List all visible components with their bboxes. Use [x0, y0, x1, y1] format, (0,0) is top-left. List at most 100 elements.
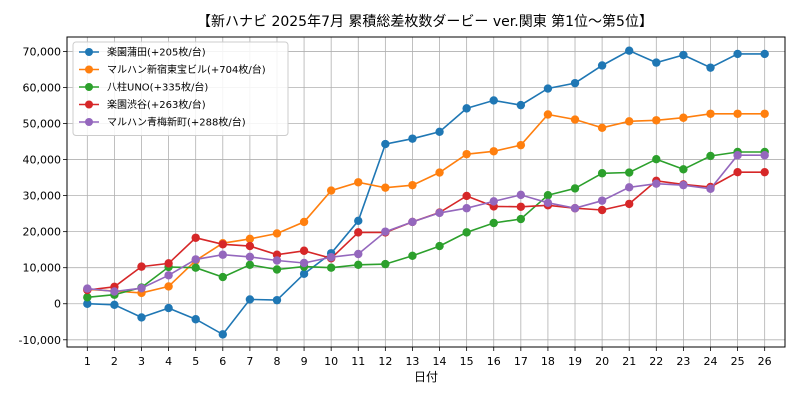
x-tick-label: 25 — [731, 355, 745, 368]
x-tick-label: 26 — [758, 355, 772, 368]
y-tick-label: 70,000 — [23, 45, 62, 58]
x-tick-label: 2 — [111, 355, 118, 368]
legend-marker — [85, 65, 93, 74]
data-point — [245, 295, 255, 304]
legend: 楽園蒲田(+205枚/台) マルハン新宿東宝ビル(+704枚/台) 八柱UNO(+3… — [72, 41, 289, 136]
data-point — [326, 186, 336, 195]
data-point — [625, 168, 634, 177]
data-point — [381, 183, 390, 192]
data-point — [191, 255, 200, 264]
plot-frame — [66, 36, 786, 348]
x-tick-label: 10 — [324, 355, 338, 368]
legend-label: 楽園渋谷(+263枚/台) — [107, 98, 206, 111]
data-point — [191, 315, 200, 324]
data-point — [570, 115, 580, 124]
data-point — [435, 127, 444, 137]
series-line — [87, 154, 765, 293]
x-tick-label: 6 — [219, 355, 226, 368]
data-point — [760, 167, 769, 177]
legend-item: 楽園蒲田(+205枚/台) — [79, 46, 206, 59]
data-point — [543, 110, 553, 119]
data-point — [435, 241, 444, 251]
data-point — [408, 134, 417, 143]
data-point — [570, 78, 580, 88]
x-tick-label: 21 — [622, 355, 636, 368]
x-tick-label: 9 — [301, 355, 308, 368]
data-point — [733, 109, 742, 118]
y-axis-ticks: -10,000 0 10,000 20,000 30,000 40,000 50,000 60… — [19, 45, 67, 347]
series-line — [87, 49, 765, 336]
legend-label: マルハン新宿東宝ビル(+704枚/台) — [107, 63, 266, 76]
data-point — [706, 109, 715, 118]
data-point — [679, 180, 688, 190]
data-point — [164, 271, 173, 280]
data-point — [516, 140, 526, 150]
data-point — [381, 139, 390, 149]
data-point — [218, 272, 227, 282]
data-point — [299, 217, 309, 227]
legend-label: 楽園蒲田(+205枚/台) — [107, 46, 206, 59]
x-tick-label: 20 — [595, 355, 609, 368]
data-point — [245, 252, 255, 262]
data-point — [489, 218, 498, 228]
y-tick-label: 10,000 — [23, 262, 62, 275]
data-point — [597, 61, 607, 70]
data-point — [137, 284, 146, 293]
data-point — [218, 250, 227, 259]
x-tick-label: 14 — [433, 355, 447, 368]
data-point — [408, 251, 417, 261]
y-tick-label: 20,000 — [23, 226, 62, 239]
data-point — [272, 256, 282, 265]
y-tick-label: 60,000 — [23, 81, 62, 94]
legend-item: 八柱UNO(+335枚/台) — [79, 81, 208, 94]
data-point — [299, 258, 309, 268]
x-axis-label: 日付 — [414, 370, 438, 384]
data-point — [597, 123, 607, 133]
legend-marker — [85, 100, 93, 109]
data-point — [679, 165, 688, 174]
data-point — [83, 299, 92, 308]
x-tick-label: 8 — [273, 355, 280, 368]
data-point — [489, 147, 498, 156]
data-point — [272, 265, 282, 274]
data-point — [272, 229, 282, 238]
data-point — [625, 183, 634, 192]
data-point — [299, 246, 309, 255]
data-point — [218, 330, 227, 339]
legend-box — [72, 41, 289, 136]
x-tick-label: 12 — [378, 355, 392, 368]
data-point — [354, 249, 363, 259]
data-point — [570, 204, 580, 213]
legend-marker — [85, 48, 93, 56]
data-point — [408, 217, 417, 227]
data-point — [137, 313, 146, 322]
data-point — [706, 184, 715, 193]
data-point — [733, 167, 742, 177]
legend-label: 八柱UNO(+335枚/台) — [107, 81, 208, 94]
data-point — [381, 227, 390, 236]
data-point — [543, 84, 553, 93]
data-point — [652, 116, 661, 125]
data-point — [462, 191, 471, 201]
legend-item: マルハン新宿東宝ビル(+704枚/台) — [79, 63, 266, 76]
data-point — [652, 154, 661, 164]
data-point — [679, 50, 688, 60]
y-tick-label: 0 — [54, 298, 61, 311]
data-point — [191, 263, 200, 272]
data-point — [625, 199, 634, 209]
data-point — [191, 233, 200, 242]
x-tick-label: 4 — [165, 355, 172, 368]
data-point — [408, 180, 417, 190]
data-point — [354, 260, 363, 270]
data-point — [543, 191, 553, 200]
data-point — [733, 49, 742, 59]
x-tick-label: 19 — [568, 355, 582, 368]
data-point — [625, 117, 634, 126]
data-point — [625, 46, 634, 55]
legend-item: 楽園渋谷(+263枚/台) — [79, 98, 206, 111]
x-tick-label: 23 — [676, 355, 690, 368]
legend-item: マルハン青梅新町(+288枚/台) — [79, 116, 246, 129]
series-line — [87, 113, 765, 294]
x-tick-label: 3 — [138, 355, 145, 368]
legend-label: マルハン青梅新町(+288枚/台) — [107, 116, 246, 129]
